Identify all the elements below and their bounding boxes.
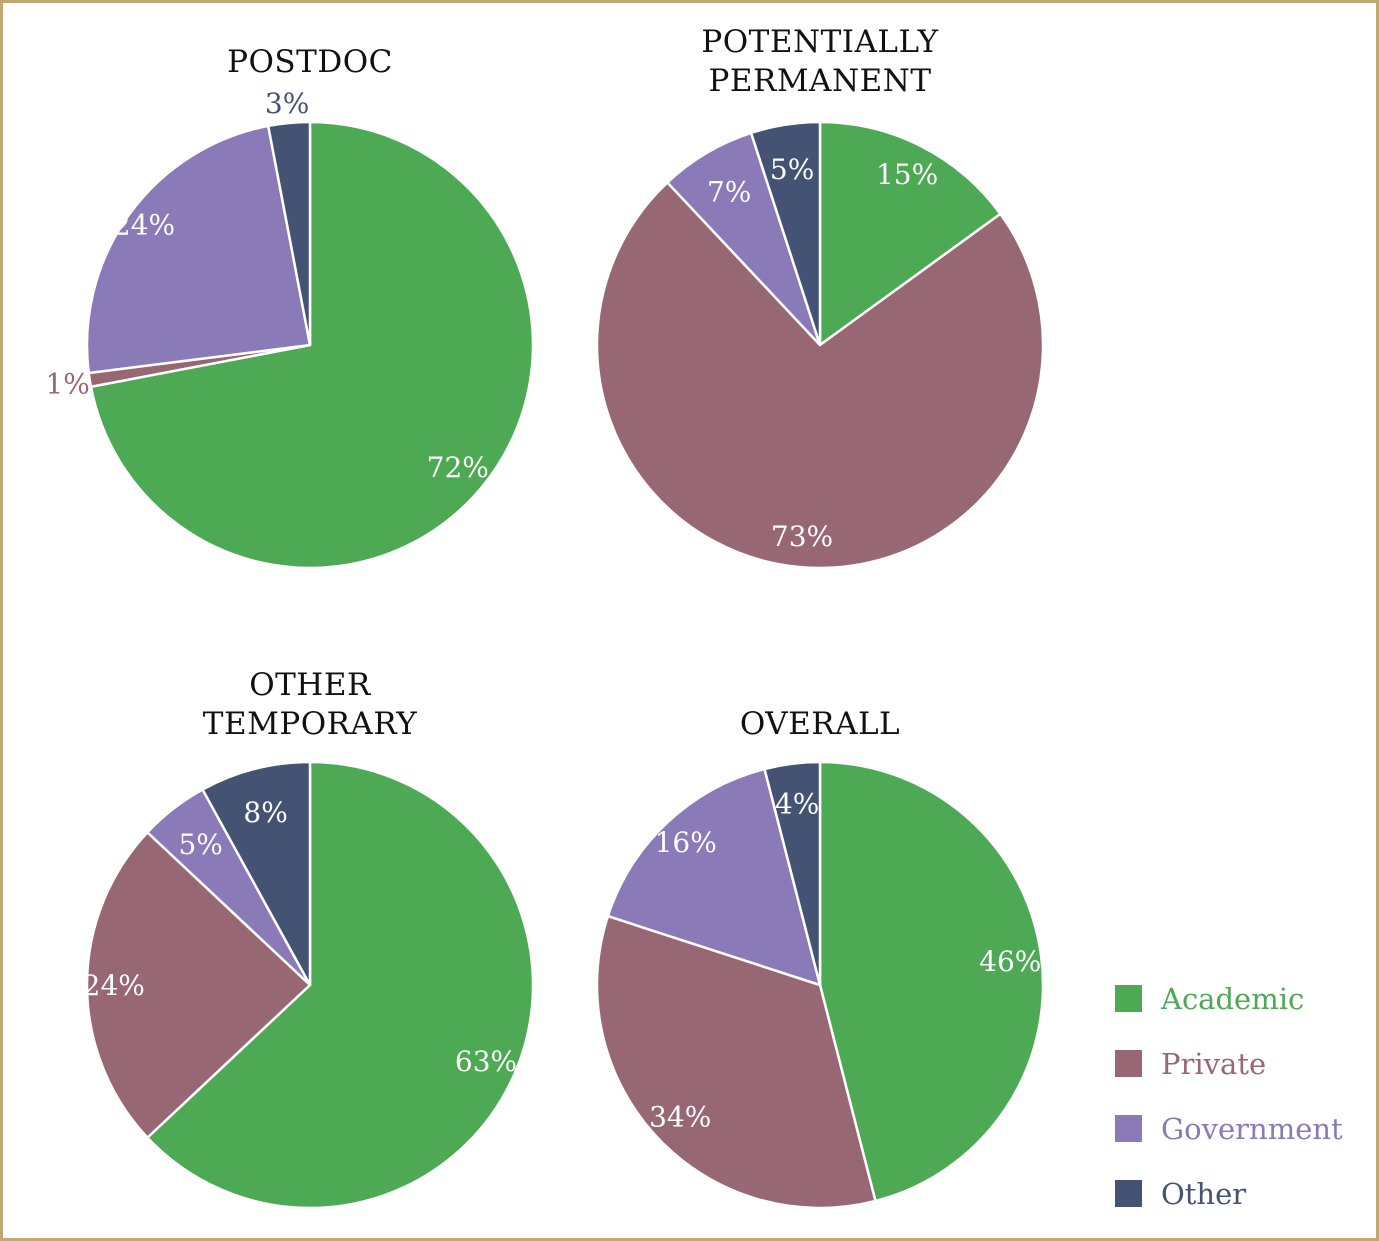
- slice-label-government: 16%: [655, 826, 717, 859]
- pie-slice-other: [763, 760, 822, 987]
- legend-swatch-other: [1115, 1180, 1142, 1207]
- slice-label-private: 1%: [45, 367, 89, 400]
- slice-label-government: 5%: [178, 828, 222, 861]
- slice-label-private: 24%: [83, 969, 145, 1002]
- pie-slice-government: [85, 124, 312, 375]
- chart-title-line: POSTDOC: [227, 44, 393, 80]
- legend-label-private: Private: [1161, 1047, 1266, 1081]
- slice-label-other: 5%: [770, 153, 814, 186]
- legend: Academic Private Government Other: [1115, 982, 1343, 1211]
- pie-slice-private: [85, 831, 312, 1139]
- pie-slice-academic: [146, 760, 535, 1210]
- chart-title-line: PERMANENT: [708, 63, 931, 99]
- slice-label-academic: 46%: [979, 945, 1041, 978]
- chart-title-line: OVERALL: [740, 706, 900, 742]
- pie-slice-private: [595, 914, 877, 1210]
- pie-slice-other: [201, 760, 312, 987]
- pie-slice-other: [266, 120, 312, 347]
- chart-title-line: POTENTIALLY: [701, 24, 938, 60]
- slice-label-academic: 63%: [455, 1045, 517, 1078]
- legend-swatch-government: [1115, 1115, 1142, 1142]
- slice-label-other: 4%: [775, 788, 819, 821]
- slice-label-academic: 15%: [876, 158, 938, 191]
- pie-slice-academic: [89, 120, 535, 570]
- pie-chart-overall: OVERALL 46% 34% 16% 4%: [595, 706, 1045, 1210]
- pie-slice-government: [606, 767, 822, 987]
- slice-label-government: 7%: [707, 175, 751, 208]
- pie-slice-private: [595, 181, 1045, 570]
- slice-label-other: 3%: [265, 87, 309, 120]
- slice-label-private: 34%: [649, 1100, 711, 1133]
- pie-slice-other: [749, 120, 822, 347]
- legend-label-academic: Academic: [1160, 982, 1304, 1016]
- legend-label-other: Other: [1161, 1177, 1246, 1211]
- pie-slice-academic: [818, 760, 1045, 1203]
- slice-label-academic: 72%: [427, 451, 489, 484]
- chart-title-line: TEMPORARY: [203, 706, 417, 742]
- legend-swatch-academic: [1115, 985, 1142, 1012]
- slice-label-other: 8%: [243, 796, 287, 829]
- legend-label-government: Government: [1161, 1112, 1343, 1146]
- legend-swatch-private: [1115, 1050, 1142, 1077]
- pie-slice-academic: [818, 120, 1002, 347]
- slice-label-government: 24%: [113, 208, 175, 241]
- slice-label-private: 73%: [771, 520, 833, 553]
- chart-title-line: OTHER: [249, 667, 372, 703]
- pie-chart-postdoc: POSTDOC 72% 1% 24% 3%: [45, 44, 535, 570]
